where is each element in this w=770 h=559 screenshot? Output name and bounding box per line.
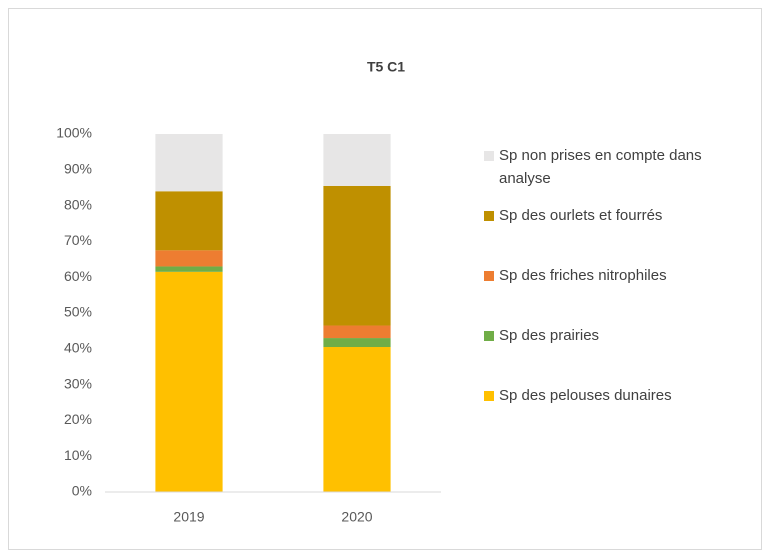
legend-swatch	[484, 331, 494, 341]
bar-segment	[323, 325, 391, 339]
legend-swatch	[484, 151, 494, 161]
legend-swatch	[484, 391, 494, 401]
legend-item: Sp des pelouses dunaires	[484, 384, 714, 444]
y-tick-label: 20%	[64, 411, 92, 427]
bar-segment	[155, 134, 223, 192]
x-tick-label: 2020	[341, 509, 372, 525]
bar-segment	[155, 266, 223, 272]
bar-segment	[155, 250, 223, 267]
legend-item: Sp des friches nitrophiles	[484, 264, 714, 324]
legend-label: Sp des friches nitrophiles	[499, 267, 667, 284]
y-tick-label: 40%	[64, 340, 92, 356]
legend-swatch	[484, 211, 494, 221]
y-tick-label: 50%	[64, 304, 92, 320]
bar-segment	[323, 338, 391, 348]
x-tick-label: 2019	[173, 509, 204, 525]
bar-segment	[155, 191, 223, 251]
legend-item: Sp des ourlets et fourrés	[484, 204, 714, 264]
chart-title: T5 C1	[367, 59, 405, 75]
bar-segment	[323, 347, 391, 492]
legend-item: Sp non prises en compte dans analyse	[484, 144, 714, 204]
legend-item: Sp des prairies	[484, 324, 714, 384]
y-tick-label: 10%	[64, 447, 92, 463]
y-tick-label: 90%	[64, 161, 92, 177]
y-tick-label: 80%	[64, 196, 92, 212]
legend-swatch	[484, 271, 494, 281]
legend-label: Sp des prairies	[499, 327, 600, 344]
y-tick-label: 0%	[72, 483, 92, 499]
bar-segment	[323, 185, 391, 326]
y-tick-label: 60%	[64, 268, 92, 284]
bar-segment	[155, 271, 223, 492]
y-tick-label: 70%	[64, 232, 92, 248]
legend-label: Sp des ourlets et fourrés	[499, 207, 663, 224]
y-tick-label: 30%	[64, 375, 92, 391]
y-tick-label: 100%	[56, 125, 92, 141]
legend-label: Sp des pelouses dunaires	[499, 387, 672, 404]
legend-label: Sp non prises en compte dans analyse	[499, 147, 702, 187]
legend: Sp non prises en compte dans analyse Sp d…	[484, 144, 714, 444]
bar-segment	[323, 134, 391, 186]
